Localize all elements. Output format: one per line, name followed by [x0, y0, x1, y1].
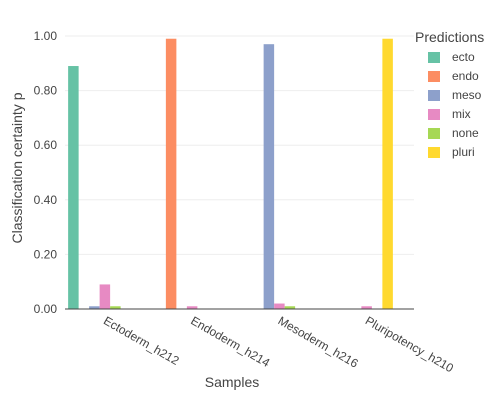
x-tick-label: Pluripotency_h210	[363, 313, 456, 375]
bars	[68, 38, 393, 309]
gridlines	[65, 35, 414, 255]
x-axis-title: Samples	[205, 374, 259, 390]
x-tick-label: Ectoderm_h212	[101, 313, 182, 368]
bar-mix-0[interactable]	[99, 284, 111, 309]
bar-meso-0[interactable]	[89, 306, 100, 309]
y-tick-label: 1.00	[34, 29, 58, 43]
legend-swatch-pluri[interactable]	[428, 147, 440, 158]
legend-label-meso[interactable]: meso	[452, 88, 482, 102]
legend-swatch-mix[interactable]	[428, 109, 440, 120]
legend-title: Predictions	[415, 29, 484, 45]
y-tick-labels: 0.00 0.20 0.40 0.60 0.80 1.00	[34, 29, 58, 316]
y-tick-label: 0.20	[34, 247, 58, 261]
bar-mix-1[interactable]	[186, 306, 198, 309]
y-tick-label: 0.60	[34, 138, 58, 152]
legend-label-pluri[interactable]: pluri	[452, 145, 475, 159]
bar-ecto-0[interactable]	[68, 66, 79, 309]
legend-label-endo[interactable]: endo	[452, 69, 479, 83]
legend-label-none[interactable]: none	[452, 126, 479, 140]
y-tick-label: 0.40	[34, 193, 58, 207]
bar-meso-2[interactable]	[263, 44, 275, 309]
legend-label-mix[interactable]: mix	[452, 107, 471, 121]
y-tick-label: 0.80	[34, 84, 58, 98]
bar-none-0[interactable]	[110, 306, 121, 309]
legend-swatch-endo[interactable]	[428, 71, 440, 82]
bar-mix-3[interactable]	[361, 306, 372, 309]
bar-pluri-3[interactable]	[382, 38, 393, 309]
legend-swatch-meso[interactable]	[428, 90, 440, 101]
x-tick-label: Endoderm_h214	[188, 313, 272, 370]
bar-endo-1[interactable]	[165, 38, 177, 309]
x-tick-label: Mesoderm_h216	[276, 313, 361, 370]
x-tick-labels: Ectoderm_h212 Endoderm_h214 Mesoderm_h216 P…	[101, 313, 456, 375]
legend-swatch-none[interactable]	[428, 128, 440, 139]
legend-swatch-ecto[interactable]	[428, 52, 440, 63]
y-tick-label: 0.00	[34, 302, 58, 316]
legend: Predictions ecto endo meso mix none pluri	[415, 29, 484, 159]
bar-none-2[interactable]	[284, 306, 296, 309]
legend-label-ecto[interactable]: ecto	[452, 50, 475, 64]
y-axis-title: Classification certainty p	[9, 92, 25, 243]
bar-mix-2[interactable]	[274, 303, 285, 309]
